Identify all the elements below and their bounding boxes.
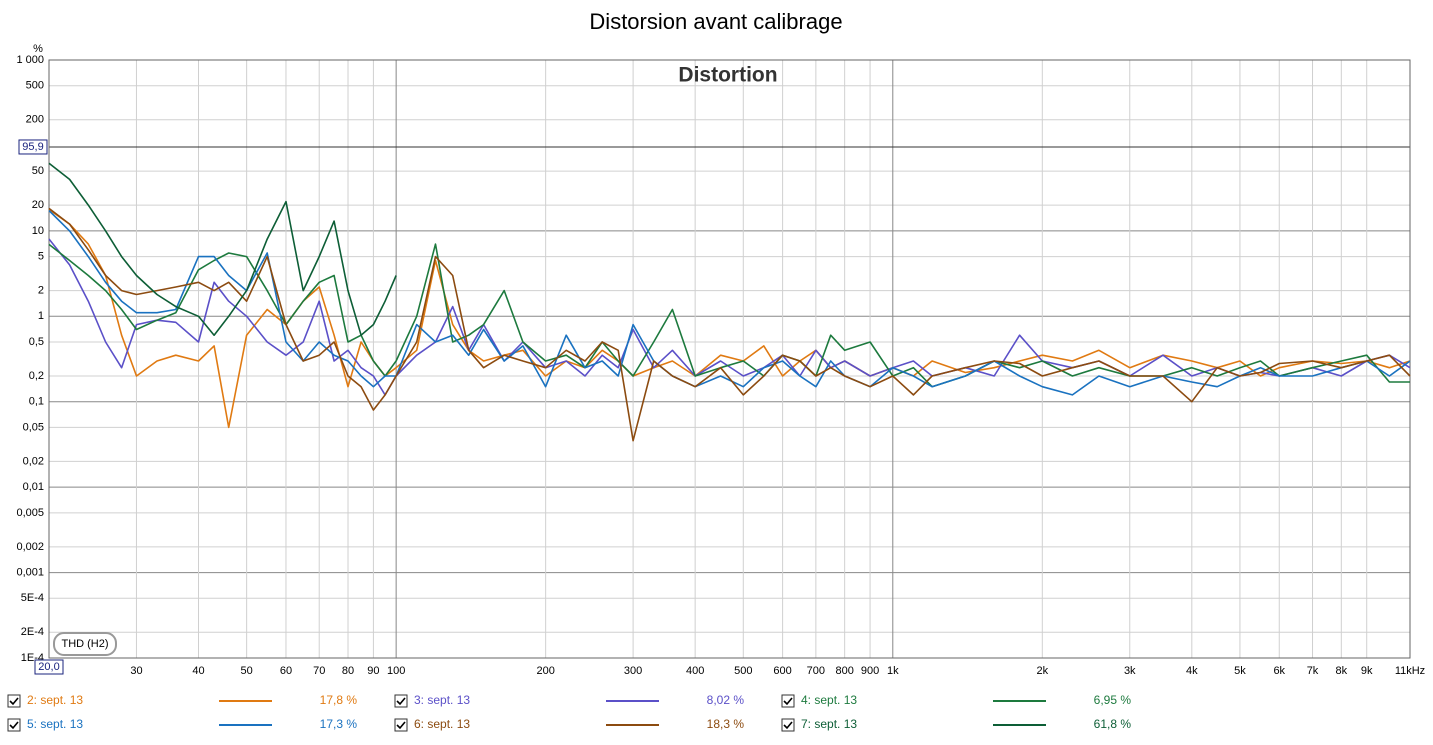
legend-check [9, 721, 19, 730]
x-tick-label: 11kHz [1395, 665, 1425, 677]
x-tick-label: 2k [1036, 665, 1048, 677]
y-tick-label: 0,005 [16, 507, 44, 519]
y-tick-label: 0,01 [23, 481, 44, 493]
y-tick-label: 0,2 [29, 370, 44, 382]
mode-box [53, 632, 117, 656]
plot-frame [48, 59, 1411, 659]
legend-checkbox[interactable] [394, 718, 408, 732]
y-tick-label: 500 [26, 80, 44, 92]
cursor-y-box [18, 139, 48, 155]
y-tick-label: 2E-4 [21, 626, 44, 638]
legend-checkbox[interactable] [7, 694, 21, 708]
legend-check [396, 697, 406, 706]
legend-checkbox[interactable] [7, 718, 21, 732]
legend-name: 6: sept. 13 [414, 717, 470, 731]
x-tick-label: 500 [734, 665, 752, 677]
y-unit: % [33, 43, 43, 55]
x-tick-label: 6k [1273, 665, 1285, 677]
x-tick-label: 600 [773, 665, 791, 677]
x-tick-label: 70 [313, 665, 325, 677]
series-line [48, 162, 397, 336]
legend-check [783, 697, 793, 706]
x-tick-label: 800 [835, 665, 853, 677]
x-tick-label: 90 [367, 665, 379, 677]
grid [48, 59, 1411, 659]
x-tick-label: 7k [1307, 665, 1319, 677]
x-tick-label: 80 [342, 665, 354, 677]
x-tick-label: 400 [686, 665, 704, 677]
x-tick-label: 50 [241, 665, 253, 677]
legend-name: 4: sept. 13 [801, 693, 857, 707]
y-tick-label: 0,02 [23, 455, 44, 467]
x-tick-label: 1k [887, 665, 899, 677]
legend-check [9, 697, 19, 706]
legend-readout: 17,8 % [320, 693, 358, 707]
x-tick-label: 200 [536, 665, 554, 677]
series-line [48, 207, 1411, 442]
x-tick-label: 900 [861, 665, 879, 677]
x-tick-label: 700 [807, 665, 825, 677]
legend-name: 2: sept. 13 [27, 693, 83, 707]
legend-checkbox[interactable] [781, 718, 795, 732]
series-line [48, 209, 1411, 396]
x-tick-label: 300 [624, 665, 642, 677]
legend-check [396, 721, 406, 730]
x-tick-label: 3k [1124, 665, 1136, 677]
mode-label: THD (H2) [61, 638, 108, 650]
legend: 2: sept. 13 17,8 % 3: sept. 13 8,02 % 4: sep… [7, 693, 1132, 732]
y-tick-label: 2 [38, 284, 44, 296]
lines [48, 162, 1411, 442]
y-tick-label: 10 [32, 225, 44, 237]
x-tick-label: 5k [1234, 665, 1246, 677]
chart-title: Distorsion avant calibrage [589, 9, 842, 34]
x-tick-label: 8k [1335, 665, 1347, 677]
x-tick-label: 60 [280, 665, 292, 677]
legend-readout: 18,3 % [707, 717, 745, 731]
y-tick-label: 0,1 [29, 396, 44, 408]
x-tick-label: 100 [387, 665, 405, 677]
legend-check [783, 721, 793, 730]
legend-name: 5: sept. 13 [27, 717, 83, 731]
y-tick-label: 5E-4 [21, 592, 44, 604]
legend-readout: 8,02 % [707, 693, 745, 707]
legend-readout: 6,95 % [1094, 693, 1132, 707]
legend-checkbox[interactable] [781, 694, 795, 708]
y-tick-label: 50 [32, 165, 44, 177]
legend-readout: 61,8 % [1094, 717, 1132, 731]
y-tick-label: 20 [32, 199, 44, 211]
y-tick-label: 1 000 [16, 54, 44, 66]
x-tick-label: 9k [1361, 665, 1373, 677]
x-tick-label: 4k [1186, 665, 1198, 677]
cursor-x-label: 20,0 [38, 661, 59, 673]
y-tick-label: 0,001 [16, 566, 44, 578]
legend-checkbox[interactable] [394, 694, 408, 708]
cursor-y-label: 95,9 [22, 141, 43, 153]
plot-title: Distortion [678, 64, 777, 87]
y-tick-label: 1 [38, 310, 44, 322]
y-tick-label: 0,002 [16, 541, 44, 553]
y-tick-label: 0,05 [23, 421, 44, 433]
legend-name: 3: sept. 13 [414, 693, 470, 707]
legend-readout: 17,3 % [320, 717, 358, 731]
series-line [48, 243, 1410, 388]
y-tick-label: 0,5 [29, 336, 44, 348]
cursor-x-box [34, 659, 64, 675]
y-tick-label: 5 [38, 250, 44, 262]
y-tick-label: 200 [26, 114, 44, 126]
x-tick-label: 40 [192, 665, 204, 677]
legend-name: 7: sept. 13 [801, 717, 857, 731]
x-tick-label: 30 [130, 665, 142, 677]
